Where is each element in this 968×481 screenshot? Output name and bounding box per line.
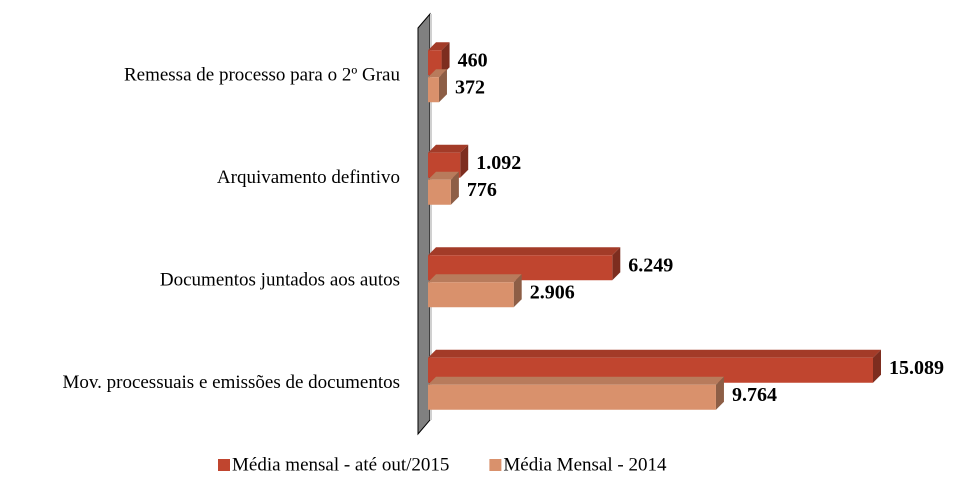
- data-label: 6.249: [628, 254, 673, 276]
- legend-label: Média mensal - até out/2015: [232, 454, 449, 475]
- bar-side: [873, 349, 881, 383]
- y-tick-label: Remessa de processo para o 2º Grau: [124, 65, 401, 86]
- bar: [428, 282, 514, 308]
- data-label: 776: [467, 179, 497, 201]
- y-tick-label: Documentos juntados aos autos: [160, 270, 400, 291]
- bar-side: [513, 274, 522, 308]
- legend-label: Média Mensal - 2014: [503, 454, 667, 475]
- bar-top: [428, 144, 469, 153]
- legend-swatch: [489, 459, 502, 471]
- bar-top: [428, 171, 459, 180]
- bar-side: [612, 247, 621, 281]
- bar-side: [441, 42, 450, 76]
- bar-top: [428, 42, 450, 51]
- bar-top: [428, 69, 447, 78]
- data-label: 15.089: [889, 357, 944, 379]
- bar: [428, 77, 439, 103]
- bar-side: [450, 171, 459, 205]
- y-tick-label: Mov. processuais e emissões de documento…: [62, 372, 400, 393]
- bar-top: [428, 376, 724, 385]
- bar-3d: [428, 42, 450, 76]
- bar: [428, 179, 451, 205]
- bar-3d: [428, 376, 724, 410]
- bar-3d: [428, 171, 459, 205]
- bar-top: [428, 274, 522, 283]
- data-label: 460: [458, 49, 488, 71]
- bar-side: [460, 144, 469, 178]
- bar: [428, 384, 716, 410]
- data-label: 1.092: [476, 152, 521, 174]
- wall-face: [430, 14, 432, 420]
- bar-3d: [428, 144, 469, 178]
- legend-swatch: [218, 459, 230, 471]
- y-tick-label: Arquivamento defintivo: [217, 167, 400, 188]
- data-label: 9.764: [732, 384, 777, 406]
- bar-side: [715, 376, 724, 410]
- bar-top: [428, 247, 621, 256]
- bar-3d: [428, 69, 447, 103]
- wall: [417, 12, 432, 436]
- data-label: 372: [455, 76, 485, 98]
- bar: [428, 50, 442, 76]
- bar-side: [438, 69, 447, 103]
- bar-3d: [428, 274, 522, 308]
- bar-top: [428, 349, 881, 358]
- data-label: 2.906: [530, 281, 575, 303]
